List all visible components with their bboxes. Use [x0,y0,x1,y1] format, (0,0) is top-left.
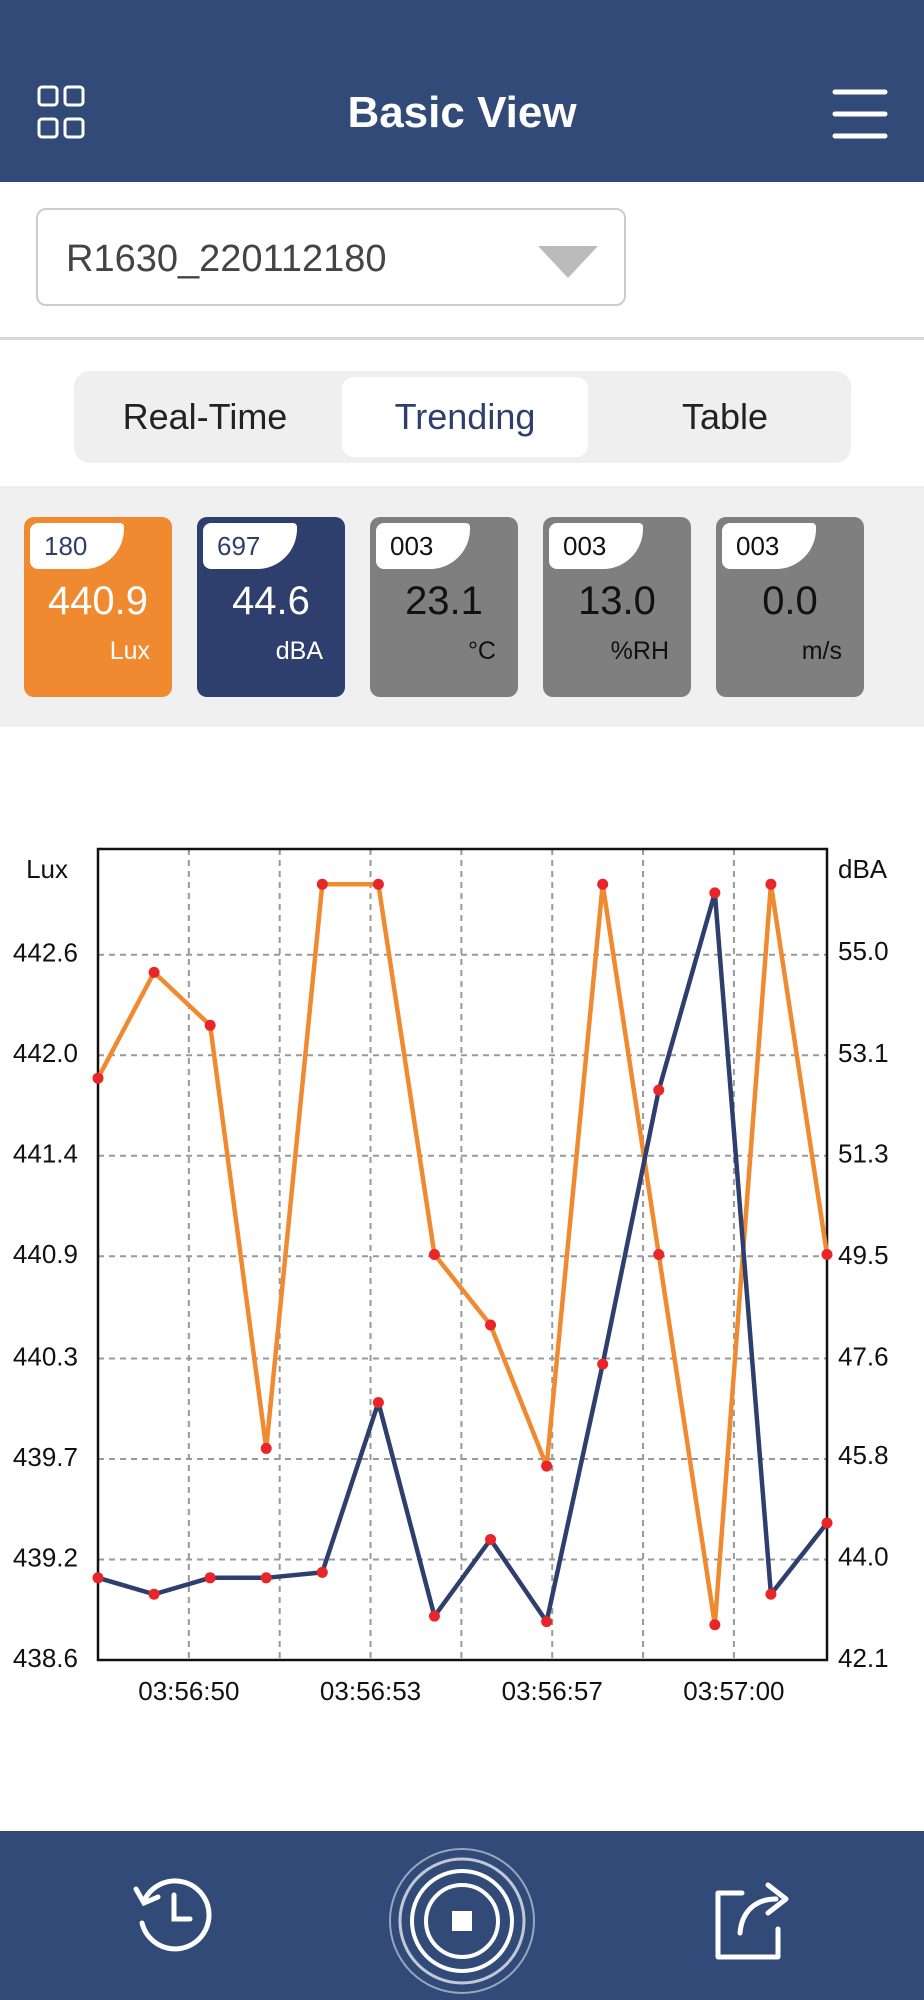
data-point [316,878,328,890]
sensor-unit: m/s [801,637,842,665]
data-point [372,1396,384,1408]
sensor-card[interactable]: 180 440.9 Lux [24,517,172,697]
y-tick-label: 438.6 [13,1643,78,1673]
tab-2[interactable]: Table [681,396,769,437]
sensor-value: 23.1 [405,579,483,623]
y-tick-label: 442.6 [13,938,78,968]
data-point [653,1084,665,1096]
sensor-unit: dBA [275,637,323,665]
sensor-strip: 180 440.9 Lux 697 44.6 dBA 003 23.1 °C 003 13.0 %RH… [0,486,924,727]
y2-tick-label: 49.5 [838,1240,889,1270]
sensor-unit: °C [467,637,496,665]
device-name: R1630_220112180 [66,238,387,280]
x-tick-label: 03:57:00 [683,1676,784,1706]
sensor-unit: Lux [109,637,150,665]
sensor-card[interactable]: 003 13.0 %RH [543,517,691,697]
sensor-id: 003 [549,523,643,569]
hamburger-menu[interactable] [832,88,888,140]
data-point [372,878,384,890]
y-axis-label: Lux [26,854,68,884]
data-point [709,1619,721,1631]
data-point [597,878,609,890]
y-tick-label: 439.2 [13,1542,78,1572]
data-point [765,878,777,890]
y2-tick-label: 51.3 [838,1139,889,1169]
data-point [148,966,160,978]
trend-chart: 438.6 439.2 439.7 440.3 440.9 441.4 442.0 442.6… [13,847,889,1706]
y-tick-label: 440.9 [13,1239,78,1269]
sensor-card[interactable]: 697 44.6 dBA [197,517,345,697]
y-tick-label: 440.3 [13,1341,78,1371]
share-button[interactable] [712,1869,796,1961]
data-point [316,1566,328,1578]
data-point [709,887,721,899]
data-point [92,1072,104,1084]
sensor-value: 0.0 [762,579,818,623]
dropdown-arrow [538,246,598,278]
x-tick-label: 03:56:57 [502,1676,603,1706]
view-tabs: Real-Time Trending Table [74,371,851,463]
data-point [821,1517,833,1529]
header-bar: Basic View [0,0,924,182]
y2-tick-label: 44.0 [838,1542,889,1572]
data-point [821,1249,833,1260]
sensor-card[interactable]: 003 23.1 °C [370,517,518,697]
x-tick-label: 03:56:50 [138,1676,239,1706]
data-point [653,1249,665,1260]
data-point [428,1610,440,1622]
data-point [597,1358,609,1370]
data-point [428,1249,440,1260]
x-tick-label: 03:56:53 [320,1676,421,1706]
y2-tick-label: 47.6 [838,1341,889,1371]
grid-menu-icon[interactable] [36,84,86,142]
bottom-bar [0,1831,924,2000]
data-point [204,1572,216,1584]
data-point [92,1572,104,1584]
y2-tick-label: 45.8 [838,1440,889,1470]
data-point [765,1588,777,1600]
sensor-card[interactable]: 003 0.0 m/s [716,517,864,697]
device-dropdown[interactable]: R1630_220112180 [36,208,626,306]
data-point [541,1460,553,1472]
sensor-unit: %RH [610,637,669,665]
tab-1[interactable]: Trending [342,377,588,457]
series-line [96,882,830,1627]
data-point [260,1442,272,1454]
series-line [97,890,829,1624]
sensor-id: 697 [203,523,297,569]
y2-axis-label: dBA [838,854,888,884]
y-tick-label: 442.0 [13,1038,78,1068]
sensor-id: 003 [376,523,470,569]
plot-frame [96,847,829,1662]
data-point [541,1616,553,1628]
y2-tick-label: 53.1 [838,1038,889,1068]
sensor-id: 180 [30,523,124,569]
stop-record-button[interactable] [388,1837,536,2000]
sensor-value: 13.0 [578,579,656,623]
data-point [485,1319,497,1331]
sensor-value: 440.9 [47,579,149,623]
sensor-value: 44.6 [232,579,310,623]
y2-tick-label: 55.0 [838,936,889,966]
y2-tick-label: 42.1 [838,1643,889,1673]
data-point [260,1572,272,1584]
data-point [148,1588,160,1600]
y-tick-label: 439.7 [13,1442,78,1472]
sensor-id: 003 [722,523,816,569]
page-title: Basic View [347,88,577,137]
data-point [485,1533,497,1545]
y-tick-label: 441.4 [13,1139,78,1169]
history-button[interactable] [130,1871,216,1957]
tab-0[interactable]: Real-Time [122,396,288,437]
data-point [204,1019,216,1031]
divider [0,337,924,340]
